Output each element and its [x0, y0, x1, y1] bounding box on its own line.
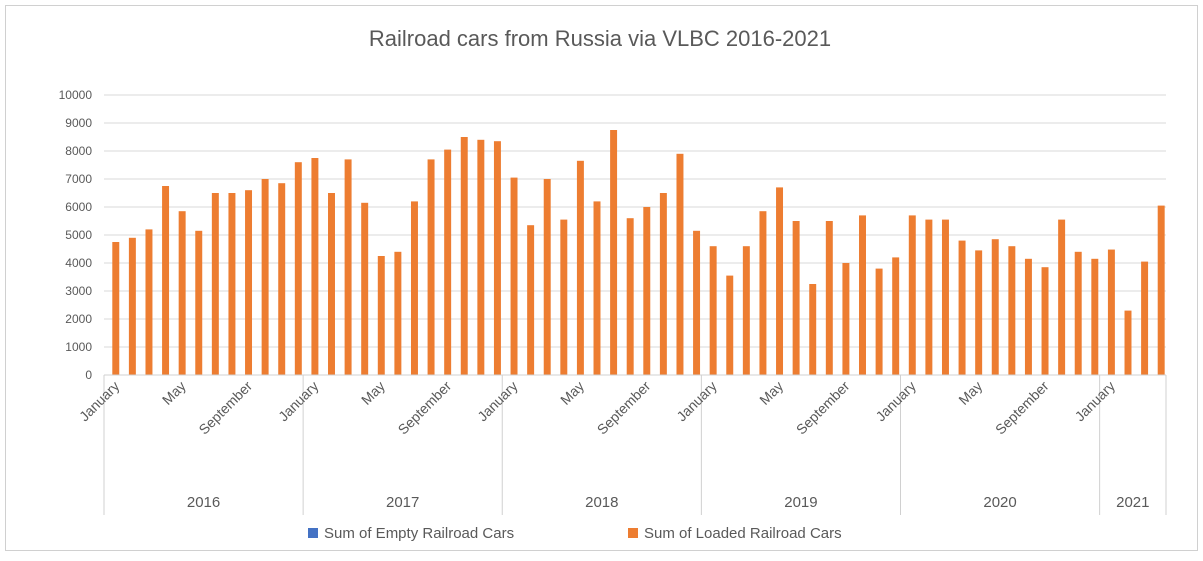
bar: [792, 221, 800, 375]
group-label: 2020: [983, 494, 1016, 511]
y-tick-label: 8000: [65, 144, 92, 158]
y-tick-label: 9000: [65, 116, 92, 130]
y-tick-label: 1000: [65, 340, 92, 354]
bar: [228, 193, 236, 375]
bar: [1074, 251, 1082, 375]
bar: [444, 149, 452, 375]
bar: [676, 153, 684, 375]
bar: [626, 218, 634, 375]
bar: [1091, 258, 1099, 375]
bar: [261, 179, 269, 375]
bar: [726, 275, 734, 375]
bar: [510, 177, 518, 375]
y-tick-label: 6000: [65, 200, 92, 214]
bar: [128, 237, 136, 375]
y-tick-label: 2000: [65, 312, 92, 326]
bar: [576, 160, 584, 375]
bar: [1107, 249, 1115, 375]
bar: [1008, 246, 1016, 375]
bar: [112, 242, 120, 375]
bar: [742, 246, 750, 375]
bar: [328, 193, 335, 375]
bar: [493, 141, 501, 375]
y-tick-label: 4000: [65, 256, 92, 270]
y-tick-label: 3000: [65, 284, 92, 298]
legend-swatch: [308, 528, 318, 538]
bar: [1024, 258, 1032, 375]
bar: [593, 201, 601, 375]
bar: [460, 137, 468, 375]
bar: [759, 211, 767, 375]
bar: [776, 187, 784, 375]
bar: [245, 190, 253, 375]
y-tick-label: 7000: [65, 172, 92, 186]
y-tick-label: 0: [85, 368, 92, 382]
bar: [294, 162, 302, 375]
group-label: 2021: [1116, 494, 1149, 511]
chart-title: Railroad cars from Russia via VLBC 2016-…: [369, 26, 831, 51]
bar: [311, 158, 319, 375]
group-label: 2017: [386, 494, 419, 511]
bar: [825, 221, 833, 375]
bar: [344, 159, 352, 375]
bar: [162, 186, 170, 375]
bar: [892, 257, 900, 375]
bar: [394, 251, 402, 375]
bar: [975, 250, 983, 375]
legend-swatch: [628, 528, 638, 538]
bar: [543, 179, 551, 375]
bar: [809, 284, 817, 375]
y-tick-label: 10000: [59, 88, 93, 102]
bar: [1157, 205, 1165, 375]
bar: [410, 201, 418, 375]
bar: [610, 130, 618, 375]
bar: [1124, 310, 1132, 375]
bar: [709, 246, 717, 375]
bar: [875, 268, 883, 375]
bar: [427, 159, 435, 375]
bar: [925, 219, 933, 375]
bar: [859, 215, 866, 375]
bar: [643, 207, 651, 375]
bar: [211, 193, 219, 375]
bar: [560, 219, 568, 375]
bar: [527, 225, 535, 375]
bar: [178, 211, 186, 375]
bar: [1058, 219, 1066, 375]
bar: [361, 202, 369, 375]
group-label: 2016: [187, 494, 220, 511]
bar: [1141, 261, 1149, 375]
bar: [958, 240, 966, 375]
bar: [908, 215, 916, 375]
group-label: 2018: [585, 494, 618, 511]
bar: [377, 256, 385, 375]
bar: [659, 193, 667, 375]
chart-border: [5, 5, 1198, 551]
bar: [991, 239, 999, 375]
bar: [145, 229, 153, 375]
bar: [278, 183, 286, 375]
legend-label: Sum of Empty Railroad Cars: [324, 525, 514, 542]
legend-label: Sum of Loaded Railroad Cars: [644, 525, 842, 542]
bar: [941, 219, 949, 375]
bar: [842, 263, 850, 375]
bar: [195, 230, 203, 375]
y-tick-label: 5000: [65, 228, 92, 242]
bar: [477, 139, 485, 375]
bar: [1041, 267, 1049, 375]
bar: [693, 230, 701, 375]
group-label: 2019: [784, 494, 817, 511]
